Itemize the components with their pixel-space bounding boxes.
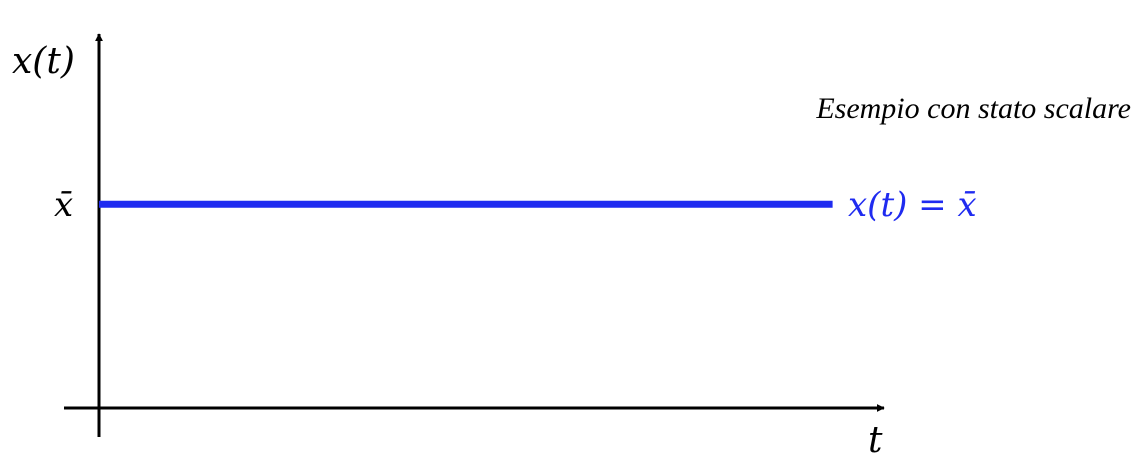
y-tick-label: x̄ [54, 185, 73, 225]
x-axis-label: t [868, 420, 883, 461]
chart-annotation: Esempio con stato scalare [815, 92, 1131, 125]
y-axis-label: x(t) [12, 41, 75, 82]
series-label: x(t) = x̄ [848, 185, 977, 225]
